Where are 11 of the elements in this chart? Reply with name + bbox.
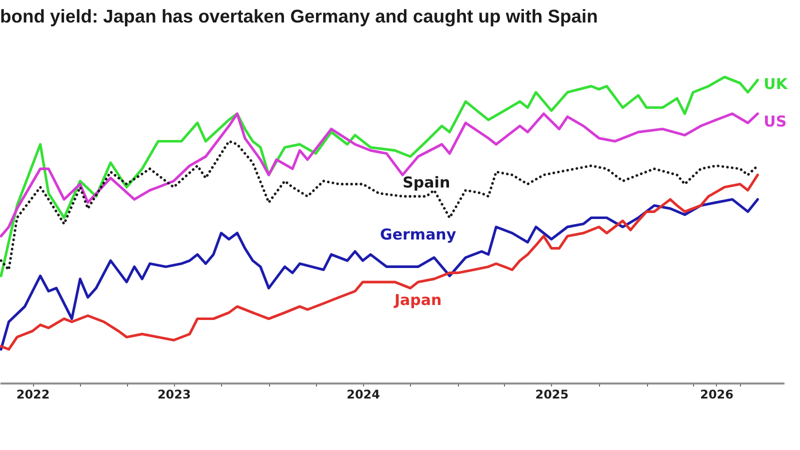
chart-title: bond yield: Japan has overtaken Germany and caught up with Spain (0, 5, 598, 26)
x-tick-label: 2024 (346, 388, 380, 402)
x-tick-label: 2022 (16, 388, 50, 402)
series-label: Spain (402, 173, 450, 192)
x-tick-label: 2023 (157, 388, 191, 402)
series-label: UK (764, 75, 789, 94)
x-tick-label: 2026 (700, 388, 734, 402)
series-label: US (764, 112, 787, 131)
x-tick-label: 2025 (535, 388, 569, 402)
series-label: Japan (393, 291, 442, 310)
series-label: Germany (380, 226, 456, 244)
